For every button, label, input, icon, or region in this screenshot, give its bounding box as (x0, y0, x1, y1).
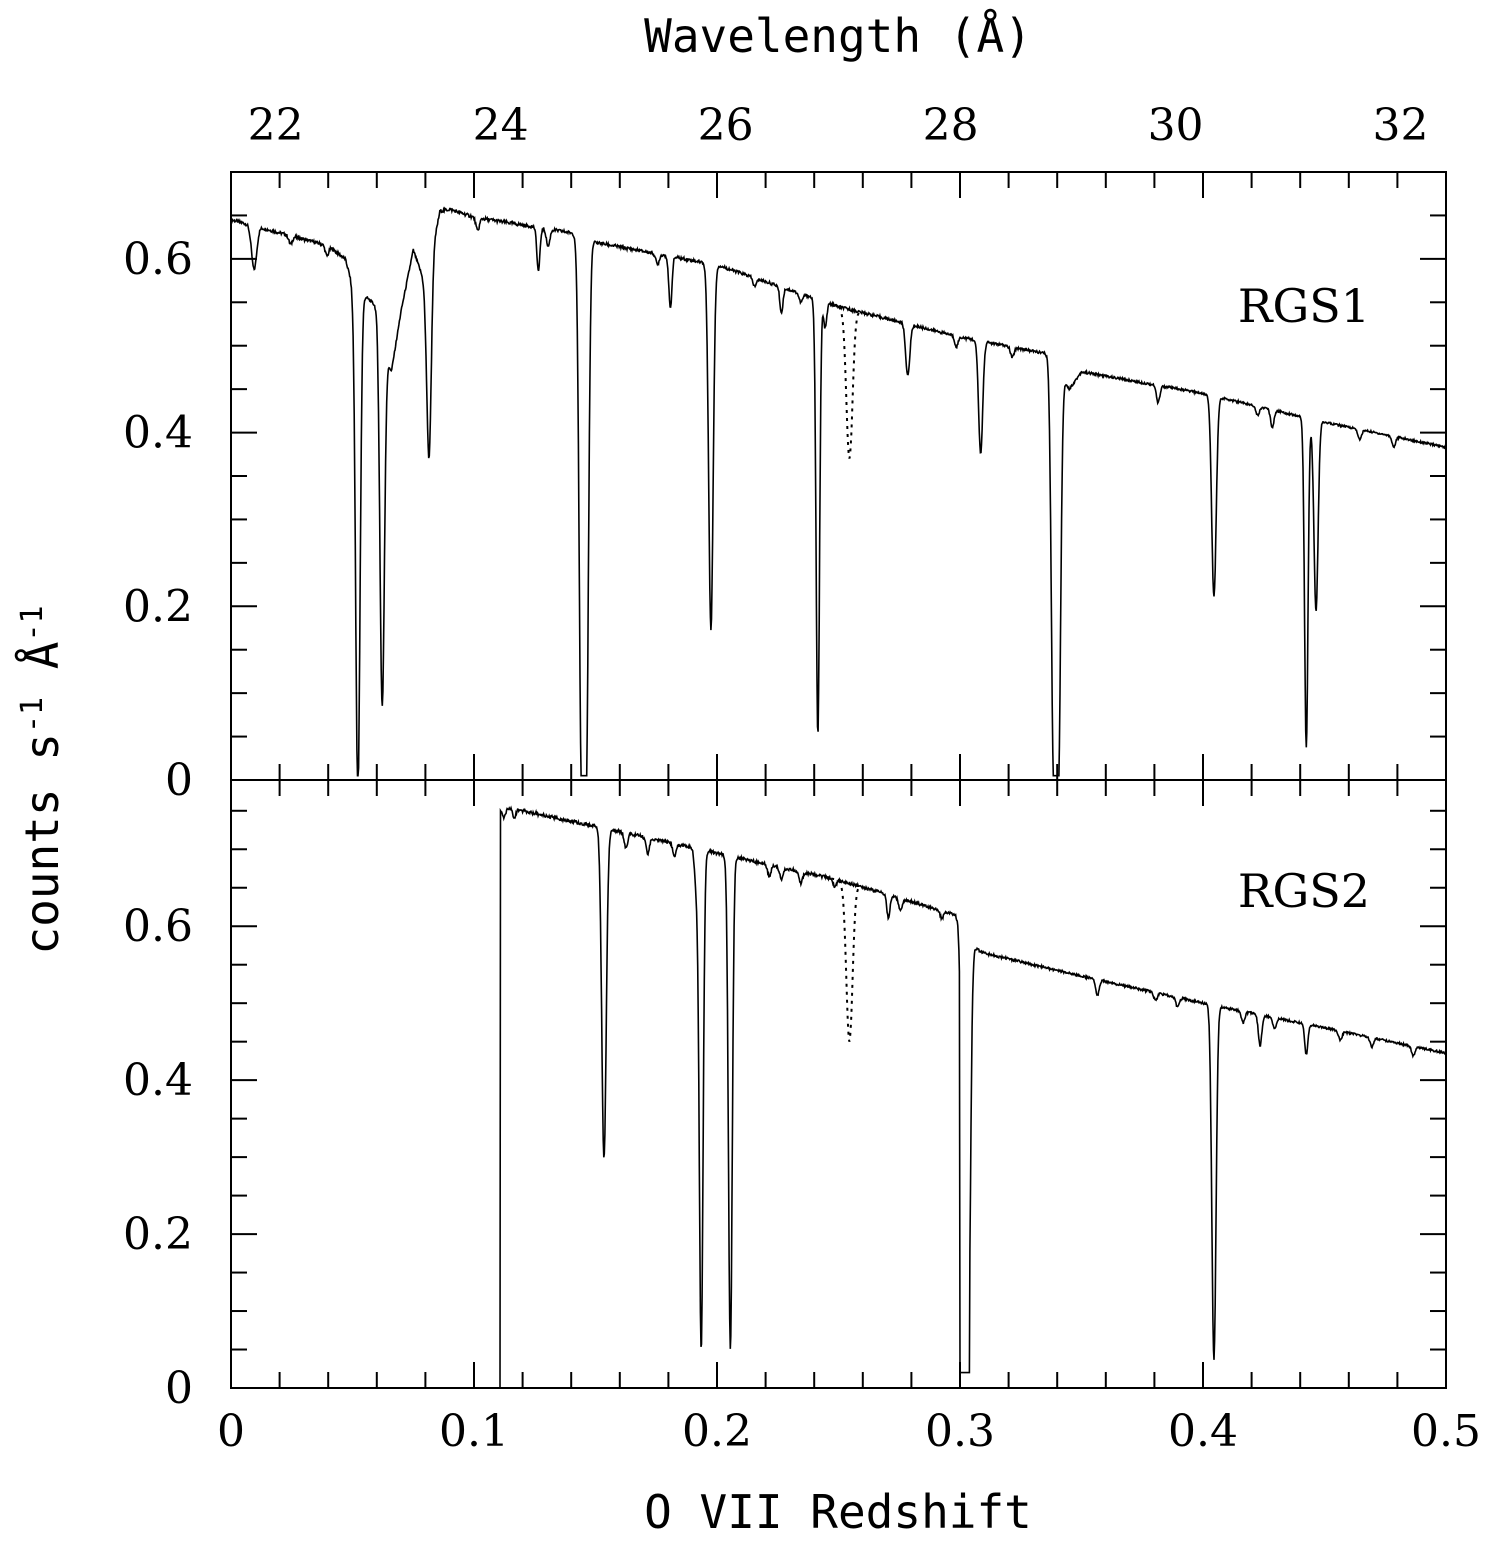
panel-rgs1-label: RGS1 (1238, 279, 1370, 333)
top-tick-label: 28 (923, 100, 979, 151)
bottom-tick-labels: 0 0.1 0.2 0.3 0.4 0.5 (217, 1406, 1481, 1457)
panel-rgs1: 0 0.2 0.4 0.6 RGS1 (123, 171, 1447, 806)
panel-rgs2-frame (230, 779, 1447, 1389)
top-tick-label: 26 (698, 100, 754, 151)
y-axis-title: counts s-1 Å-1 (15, 605, 69, 954)
panel-rgs1-frame (230, 171, 1447, 781)
y-tick-label: 0.6 (123, 901, 193, 952)
top-tick-label: 30 (1148, 100, 1204, 151)
y-tick-label: 0.4 (123, 408, 193, 459)
y-axis-title-part-2: Å (15, 642, 69, 697)
panel-rgs1-ticks (230, 171, 1447, 781)
y-tick-label: 0 (165, 755, 193, 806)
panel-rgs1-y-tick-labels: 0 0.2 0.4 0.6 (123, 234, 193, 806)
panel-rgs2-spectrum-line (231, 805, 1447, 1389)
y-tick-label: 0.2 (123, 581, 193, 632)
y-tick-label: 0 (165, 1363, 193, 1414)
panel-rgs2-y-tick-labels: 0 0.2 0.4 0.6 (123, 901, 193, 1414)
top-tick-labels: 22 24 26 28 30 32 (248, 100, 1429, 151)
bottom-tick-label: 0.5 (1411, 1406, 1481, 1457)
panel-rgs2-ticks (230, 780, 1447, 1389)
top-tick-label: 22 (248, 100, 304, 151)
panel-rgs2: 0 0.2 0.4 0.6 RGS2 (123, 779, 1447, 1414)
panel-rgs1-dotted-model (830, 303, 868, 459)
y-axis-title-exp-1: -1 (15, 697, 50, 733)
bottom-tick-label: 0 (217, 1406, 245, 1457)
y-tick-label: 0.6 (123, 234, 193, 285)
bottom-tick-label: 0.2 (682, 1406, 752, 1457)
bottom-tick-label: 0.4 (1168, 1406, 1238, 1457)
y-axis-title-part-1: counts s (15, 733, 69, 955)
top-tick-label: 32 (1373, 100, 1429, 151)
top-tick-label: 24 (473, 100, 529, 151)
y-tick-label: 0.4 (123, 1055, 193, 1106)
panel-rgs1-spectrum-line (230, 206, 1447, 777)
bottom-tick-label: 0.1 (439, 1406, 509, 1457)
top-axis-title: Wavelength (Å) (644, 9, 1032, 63)
bottom-axis-title: O VII Redshift (644, 1485, 1032, 1539)
panel-rgs2-dotted-model (830, 877, 869, 1042)
y-tick-label: 0.2 (123, 1209, 193, 1260)
panel-rgs2-label: RGS2 (1238, 864, 1370, 918)
y-axis-title-exp-2: -1 (15, 605, 50, 641)
bottom-tick-label: 0.3 (925, 1406, 995, 1457)
